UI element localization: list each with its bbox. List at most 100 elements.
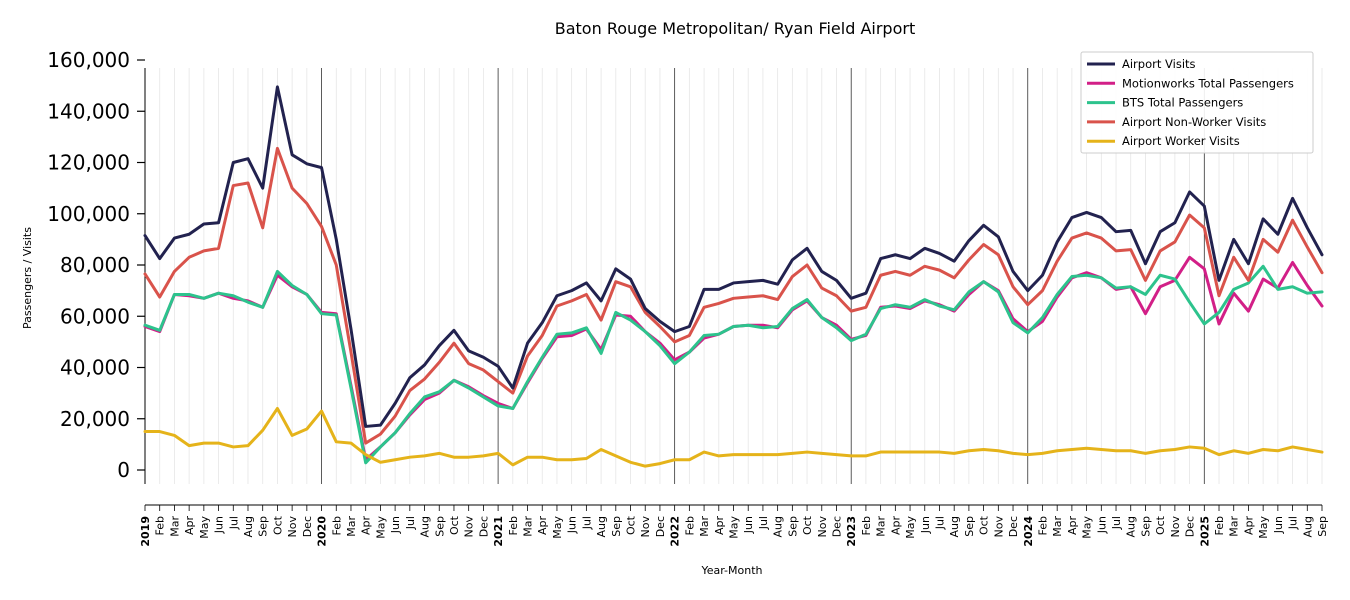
x-tick-label: Jun (1272, 516, 1285, 534)
x-tick-label: Jul (933, 516, 946, 530)
x-tick-label: Jul (227, 516, 240, 530)
x-tick-label: Apr (1066, 516, 1079, 536)
x-tick-label: Apr (1242, 516, 1255, 536)
x-tick-label: 2021 (492, 516, 505, 547)
x-tick-label: Apr (889, 516, 902, 536)
x-tick-label: Oct (1154, 515, 1167, 535)
x-tick-label: Apr (183, 516, 196, 536)
x-tick-label: Nov (639, 516, 652, 538)
x-tick-label: Feb (1213, 516, 1226, 535)
x-tick-label: Aug (1301, 516, 1314, 537)
x-tick-label: Nov (1169, 516, 1182, 538)
x-tick-label: Apr (536, 516, 549, 536)
legend-label: Motionworks Total Passengers (1122, 76, 1294, 90)
x-tick-label: Jun (566, 516, 579, 534)
legend-label: Airport Worker Visits (1122, 134, 1240, 148)
y-tick-label: 120,000 (47, 151, 130, 175)
x-tick-label: Oct (271, 515, 284, 535)
x-tick-label: Oct (978, 515, 991, 535)
x-tick-label: Jul (404, 516, 417, 530)
x-tick-label: Feb (1036, 516, 1049, 535)
x-tick-label: Mar (168, 516, 181, 537)
y-tick-label: 100,000 (47, 202, 130, 226)
x-tick-label: Jun (919, 516, 932, 534)
x-tick-label: Sep (1139, 516, 1152, 537)
x-tick-label: Dec (830, 516, 843, 537)
x-tick-label: May (198, 516, 211, 539)
x-tick-label: 2024 (1022, 516, 1035, 547)
x-tick-label: Oct (801, 515, 814, 535)
x-tick-label: Mar (1228, 516, 1241, 537)
series-line-1 (143, 85, 1324, 428)
x-tick-label: Aug (242, 516, 255, 537)
x-tick-label: Nov (992, 516, 1005, 538)
y-tick-label: 160,000 (47, 48, 130, 72)
series-line-4 (143, 146, 1324, 445)
x-tick-label: Nov (286, 516, 299, 538)
legend-label: Airport Non-Worker Visits (1122, 115, 1266, 129)
legend: Airport Visits Motionworks Total Passenge… (1080, 51, 1314, 154)
x-tick-label: Sep (786, 516, 799, 537)
series-line-3 (143, 264, 1324, 465)
legend-label: Airport Visits (1122, 57, 1196, 71)
x-tick-label: May (374, 516, 387, 539)
x-tick-label: Jun (1095, 516, 1108, 534)
x-tick-label: Mar (875, 516, 888, 537)
x-tick-label: Aug (948, 516, 961, 537)
x-tick-label: Sep (610, 516, 623, 537)
x-tick-label: Jun (213, 516, 226, 534)
x-tick-label: Feb (154, 516, 167, 535)
x-tick-label: 2022 (669, 516, 682, 547)
y-tick-label: 40,000 (60, 356, 130, 380)
x-tick-label: Aug (419, 516, 432, 537)
x-tick-label: May (1257, 516, 1270, 539)
y-ticks: 0 20,000 40,000 60,000 80,000 100,000 120,000 1… (47, 48, 145, 482)
x-tick-label: Dec (1184, 516, 1197, 537)
x-tick-label: 2019 (139, 516, 152, 547)
x-tick-label: 2020 (316, 516, 329, 547)
x-tick-label: Jun (389, 516, 402, 534)
x-tick-label: Sep (433, 516, 446, 537)
x-tick-label: Mar (698, 516, 711, 537)
x-ticks: 2019 Feb Mar Apr May Jun Jul Aug Sep Oct Nov Dec 202… (139, 505, 1329, 547)
x-tick-label: Aug (1125, 516, 1138, 537)
x-tick-label: Nov (816, 516, 829, 538)
x-tick-label: 2025 (1198, 516, 1211, 547)
y-tick-label: 20,000 (60, 407, 130, 431)
x-tick-label: Aug (595, 516, 608, 537)
y-tick-label: 0 (117, 458, 130, 482)
x-tick-label: Feb (507, 516, 520, 535)
x-tick-label: Jul (757, 516, 770, 530)
x-tick-label: Sep (1316, 516, 1329, 537)
y-tick-label: 140,000 (47, 99, 130, 123)
series-line-5 (143, 407, 1324, 468)
x-tick-label: Apr (360, 516, 373, 536)
x-tick-label: Apr (713, 516, 726, 536)
x-tick-label: Mar (522, 516, 535, 537)
x-tick-label: Feb (330, 516, 343, 535)
x-tick-label: Mar (1051, 516, 1064, 537)
x-tick-label: 2023 (845, 516, 858, 547)
x-tick-label: Feb (683, 516, 696, 535)
x-tick-label: Aug (772, 516, 785, 537)
x-tick-label: May (1081, 516, 1094, 539)
x-tick-label: Dec (654, 516, 667, 537)
y-tick-label: 80,000 (60, 253, 130, 277)
x-tick-label: Sep (257, 516, 270, 537)
x-tick-label: May (728, 516, 741, 539)
x-tick-label: Dec (1007, 516, 1020, 537)
x-tick-label: Dec (477, 516, 490, 537)
x-tick-label: Feb (860, 516, 873, 535)
x-axis-label: Year-Month (700, 564, 762, 577)
x-tick-label: Nov (463, 516, 476, 538)
x-tick-label: Oct (625, 515, 638, 535)
x-tick-label: Mar (345, 516, 358, 537)
x-tick-label: Jun (742, 516, 755, 534)
x-tick-label: Sep (963, 516, 976, 537)
legend-label: BTS Total Passengers (1122, 96, 1243, 110)
series-lines (143, 85, 1324, 468)
y-axis-label: Passengers / Visits (21, 227, 34, 329)
y-tick-label: 60,000 (60, 304, 130, 328)
x-tick-label: Dec (301, 516, 314, 537)
